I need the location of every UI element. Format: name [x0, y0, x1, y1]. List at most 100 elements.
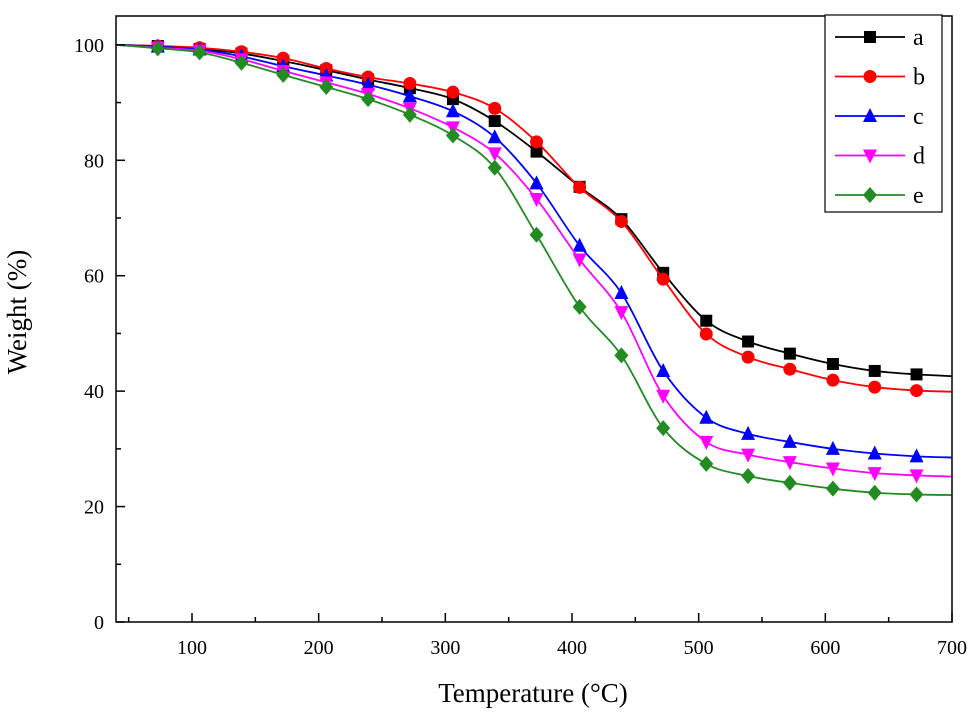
data-point-b	[530, 135, 544, 149]
legend-label: d	[913, 144, 925, 170]
data-point-d	[656, 389, 671, 404]
legend-box	[824, 14, 943, 213]
data-point-a	[700, 314, 713, 327]
data-point-b	[276, 51, 290, 65]
data-point-e	[319, 78, 334, 95]
data-point-b	[783, 362, 797, 376]
data-point-e	[487, 159, 502, 176]
data-point-e	[656, 420, 671, 437]
legend-label: b	[913, 65, 925, 91]
data-point-e	[909, 486, 924, 503]
data-point-c	[614, 285, 629, 300]
data-point-c	[741, 425, 756, 440]
legend-label: e	[913, 183, 924, 209]
series-line-d	[115, 43, 953, 478]
data-point-c	[699, 409, 714, 424]
data-point-e	[782, 474, 797, 491]
data-point-b	[910, 384, 924, 398]
plot-series	[115, 38, 953, 503]
data-point-c	[361, 76, 376, 91]
y-tick-label: 100	[74, 35, 104, 57]
data-point-d	[699, 435, 714, 450]
data-point-c	[529, 175, 544, 190]
data-point-a	[910, 368, 923, 381]
x-axis: 100 200 300 400 500 600 700	[127, 613, 967, 659]
x-tick-label: 400	[557, 637, 587, 659]
data-point-e	[572, 298, 587, 315]
data-point-c	[572, 237, 587, 252]
data-point-c	[782, 433, 797, 448]
series-e	[115, 40, 953, 503]
data-point-c	[909, 448, 924, 463]
data-point-b	[868, 380, 882, 394]
data-point-e	[150, 40, 165, 57]
legend-marker	[863, 108, 877, 122]
data-point-a	[868, 364, 881, 377]
data-point-e	[867, 484, 882, 501]
data-point-b	[446, 85, 460, 99]
data-point-b	[403, 77, 417, 91]
data-point-e	[614, 347, 629, 364]
legend-item-c: c	[835, 104, 924, 130]
data-point-d	[487, 147, 502, 162]
data-point-c	[825, 440, 840, 455]
series-line-c	[115, 43, 953, 459]
y-axis: 0 20 40 60 80 100	[74, 35, 125, 634]
data-point-e	[445, 127, 460, 144]
data-point-b	[614, 214, 628, 228]
data-point-c	[487, 129, 502, 144]
x-tick-label: 600	[810, 637, 840, 659]
legend-item-b: b	[835, 65, 925, 91]
data-point-e	[276, 66, 291, 83]
data-point-e	[529, 226, 544, 243]
data-point-b	[656, 272, 670, 286]
data-point-a	[530, 145, 543, 158]
legend-item-e: e	[835, 183, 924, 209]
y-tick-label: 80	[84, 150, 104, 172]
data-point-b	[573, 180, 587, 194]
data-point-d	[782, 456, 797, 471]
x-axis-title: Temperature (°C)	[438, 678, 628, 708]
data-point-c	[656, 362, 671, 377]
data-point-e	[234, 54, 249, 71]
data-point-e	[361, 91, 376, 108]
data-point-d	[529, 192, 544, 207]
series-b	[115, 39, 953, 398]
y-tick-label: 60	[84, 266, 104, 288]
x-tick-label: 300	[430, 637, 460, 659]
data-point-a	[783, 347, 796, 360]
data-point-e	[402, 106, 417, 123]
data-point-a	[742, 335, 755, 348]
data-point-d	[867, 467, 882, 482]
series-line-e	[115, 43, 953, 496]
data-point-c	[445, 103, 460, 118]
y-axis-title: Weight (%)	[2, 250, 32, 375]
legend-item-a: a	[835, 25, 924, 51]
y-tick-label: 0	[94, 612, 104, 634]
data-point-d	[614, 306, 629, 321]
data-point-e	[741, 467, 756, 484]
data-point-b	[741, 350, 755, 364]
legend-marker	[863, 70, 877, 83]
data-point-d	[741, 448, 756, 463]
x-tick-label: 700	[937, 637, 967, 659]
data-point-b	[488, 101, 502, 115]
data-point-c	[867, 445, 882, 460]
data-point-e	[825, 480, 840, 497]
data-point-e	[699, 455, 714, 472]
y-tick-label: 20	[84, 497, 104, 519]
data-point-d	[572, 253, 587, 268]
data-point-a	[488, 115, 501, 128]
data-point-e	[192, 44, 207, 61]
legend-label: a	[913, 25, 924, 51]
legend-label: c	[913, 104, 924, 130]
data-point-c	[402, 88, 417, 103]
legend-marker	[863, 149, 877, 164]
data-point-d	[909, 469, 924, 484]
data-point-d	[825, 462, 840, 477]
x-tick-label: 500	[684, 637, 714, 659]
legend-marker	[863, 187, 877, 203]
data-point-b	[826, 373, 840, 387]
